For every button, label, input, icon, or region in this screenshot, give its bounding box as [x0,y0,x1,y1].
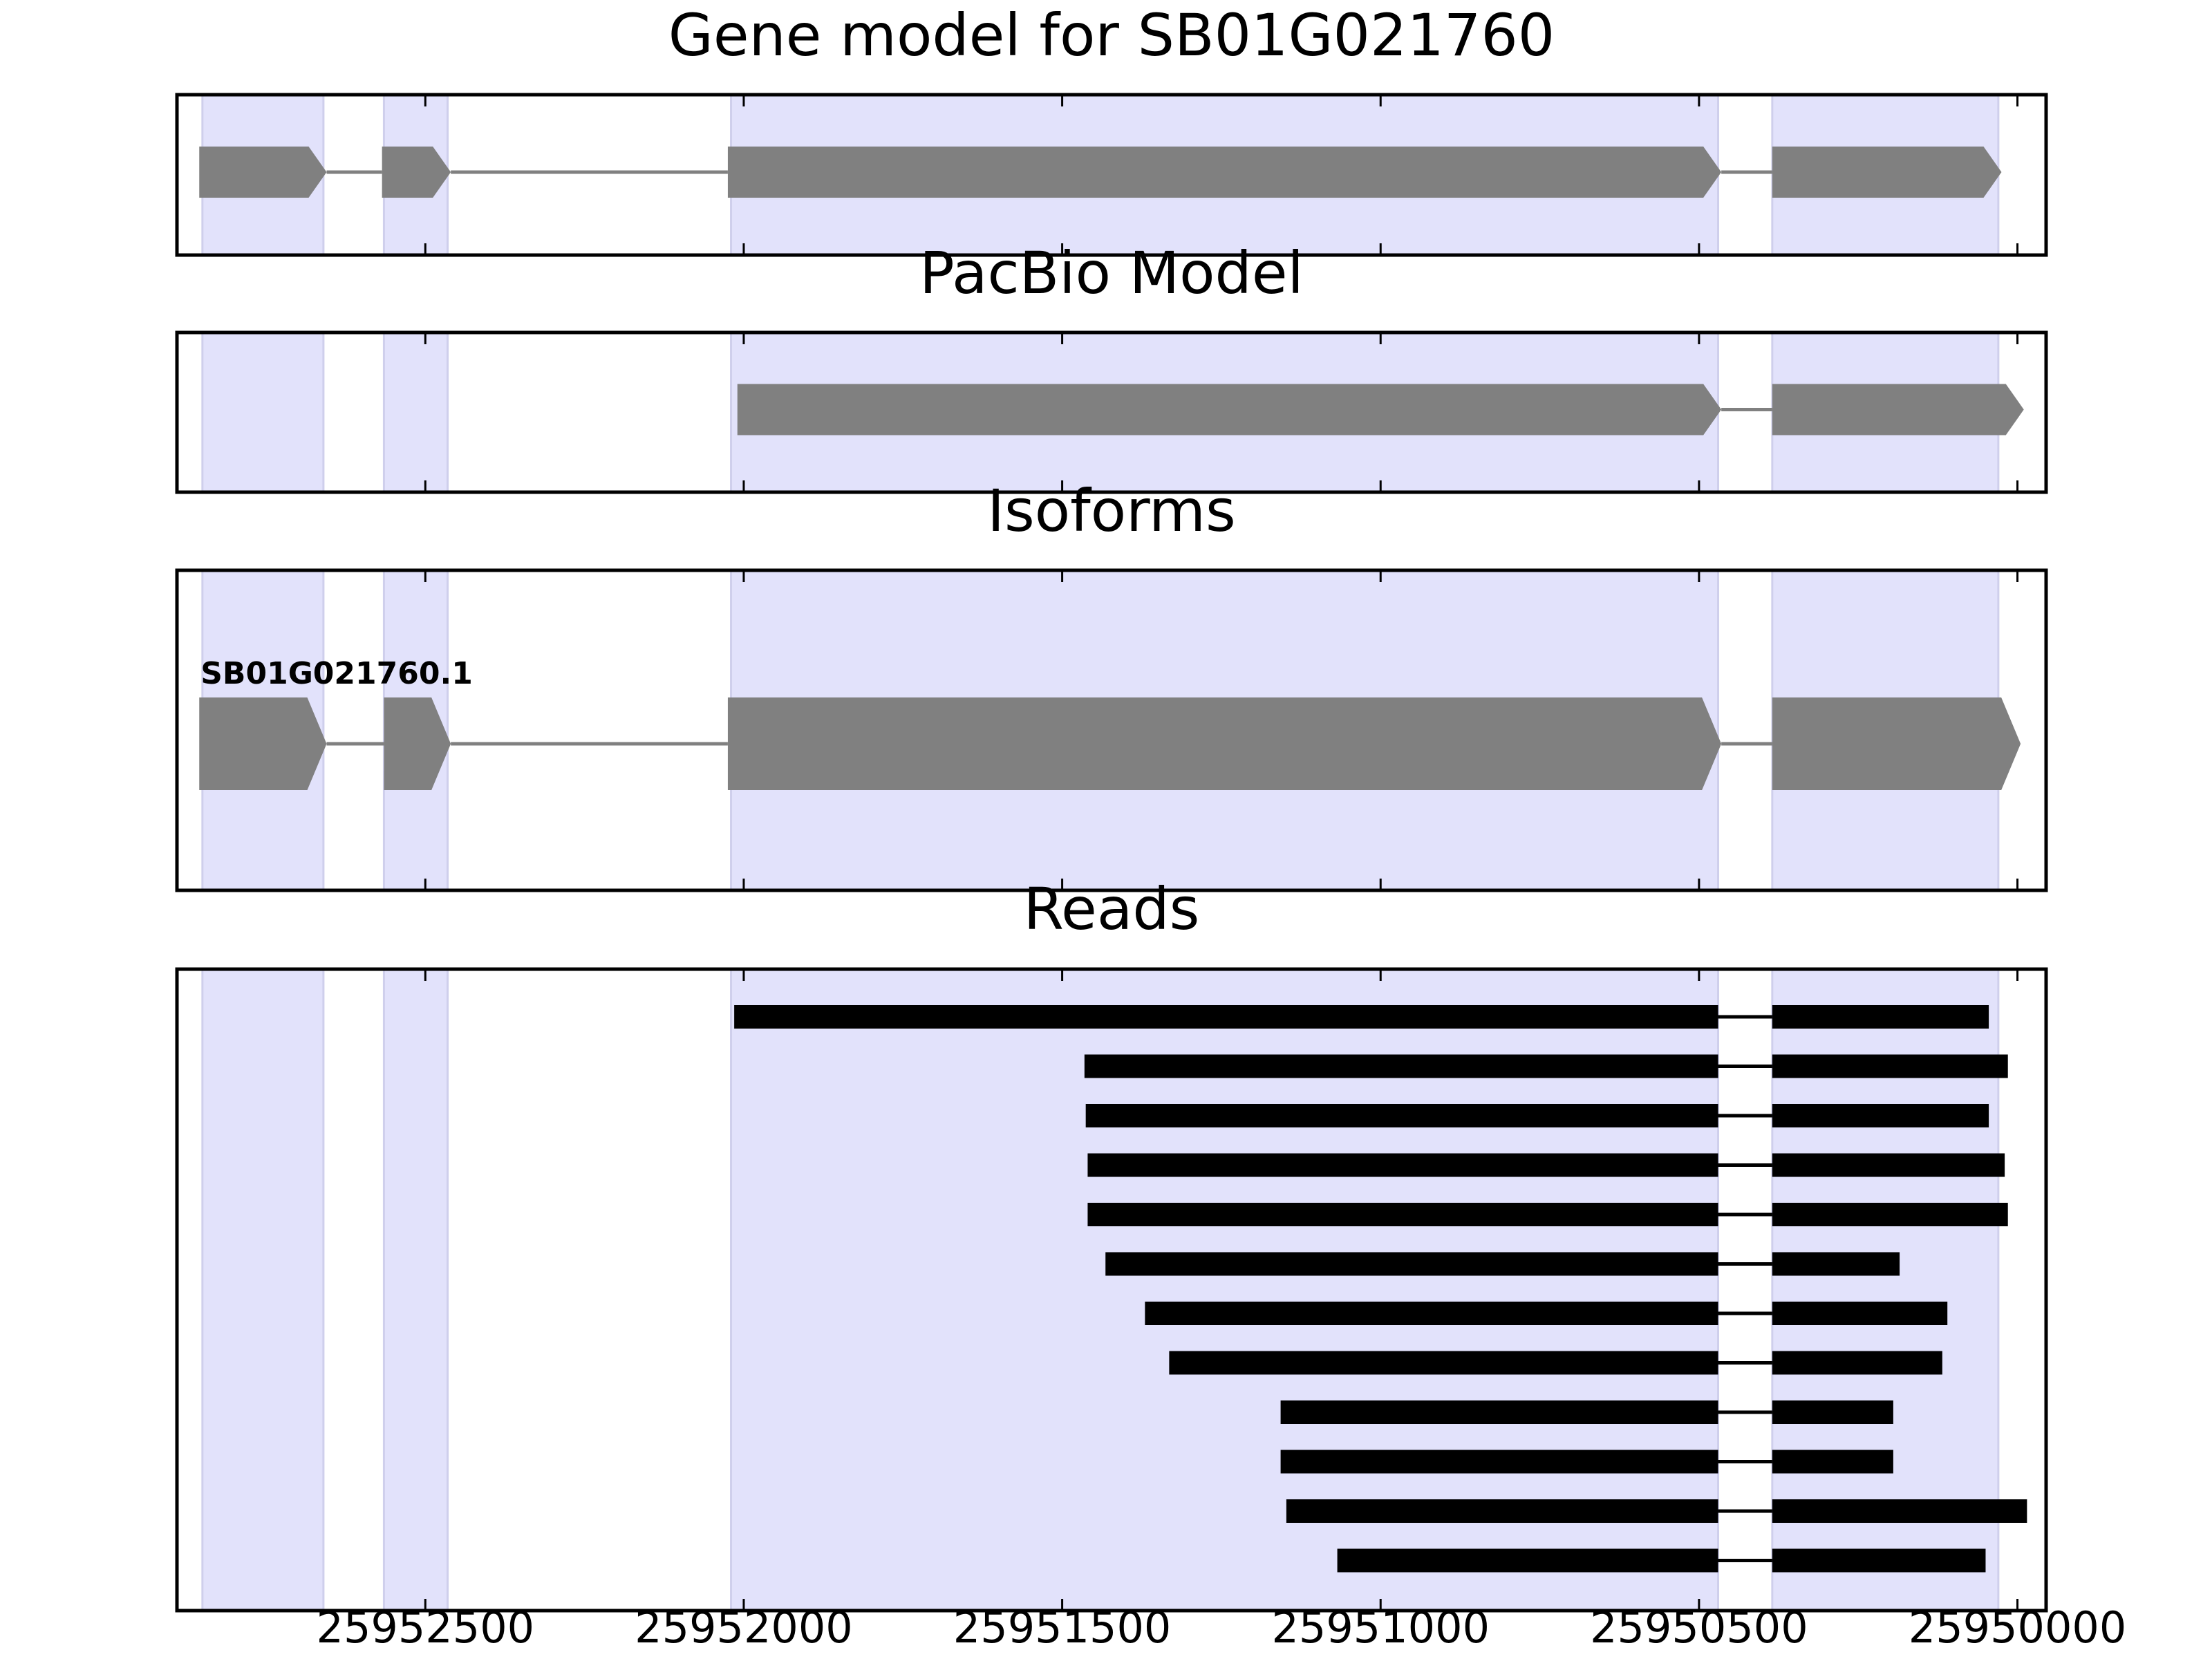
read-block [1772,1005,1989,1029]
panel-frame [175,93,2048,257]
read-block [1085,1104,1718,1127]
read-block [1772,1302,1948,1325]
read-block [1772,1499,2027,1523]
shaded-exon-region [382,968,449,1612]
exon-block [727,697,1722,790]
exon-block [1772,384,2024,435]
exon-block [1772,697,2021,790]
x-tick-label: 25951000 [1271,1602,1490,1653]
panel-frame [175,967,2048,1613]
read-block [1084,1054,1718,1078]
read-block [1087,1153,1718,1177]
read-block [1772,1548,1986,1573]
read-block [1169,1351,1718,1375]
panel-title: PacBio Model [919,239,1304,307]
read-block [1087,1203,1718,1226]
read-block [1286,1499,1718,1523]
panel-title: Isoforms [987,477,1236,545]
read-block [1772,1054,2008,1078]
panel-frame [175,330,2048,494]
exon-block [199,147,327,198]
panel-title: Gene model for SB01G021760 [668,1,1555,69]
read-block [1280,1400,1718,1424]
isoform-label: SB01G021760.1 [200,656,473,691]
exon-block [1772,147,2002,198]
shaded-exon-region [201,968,325,1612]
shaded-exon-region [382,331,449,494]
read-block [1772,1252,1900,1276]
panel-title: Reads [1024,875,1200,943]
x-tick-label: 25950500 [1590,1602,1808,1653]
x-tick-label: 25952000 [635,1602,853,1653]
read-block [1145,1302,1718,1325]
read-block [1772,1400,1893,1424]
read-block [1772,1104,1989,1127]
exon-block [384,697,451,790]
read-block [1105,1252,1718,1276]
exon-block [199,697,327,790]
read-block [1337,1548,1718,1573]
x-tick-label: 25952500 [317,1602,535,1653]
exon-block [382,147,451,198]
x-tick-label: 25950000 [1909,1602,2127,1653]
read-block [1772,1203,2008,1226]
exon-block [727,147,1722,198]
panel-frame [175,568,2048,892]
read-block [1772,1153,2005,1177]
shaded-exon-region [201,331,325,494]
read-block [1772,1450,1893,1474]
read-block [1280,1450,1718,1474]
x-tick-label: 25951500 [953,1602,1172,1653]
read-block [1772,1351,1942,1375]
read-block [734,1005,1718,1029]
exon-block [737,384,1722,435]
